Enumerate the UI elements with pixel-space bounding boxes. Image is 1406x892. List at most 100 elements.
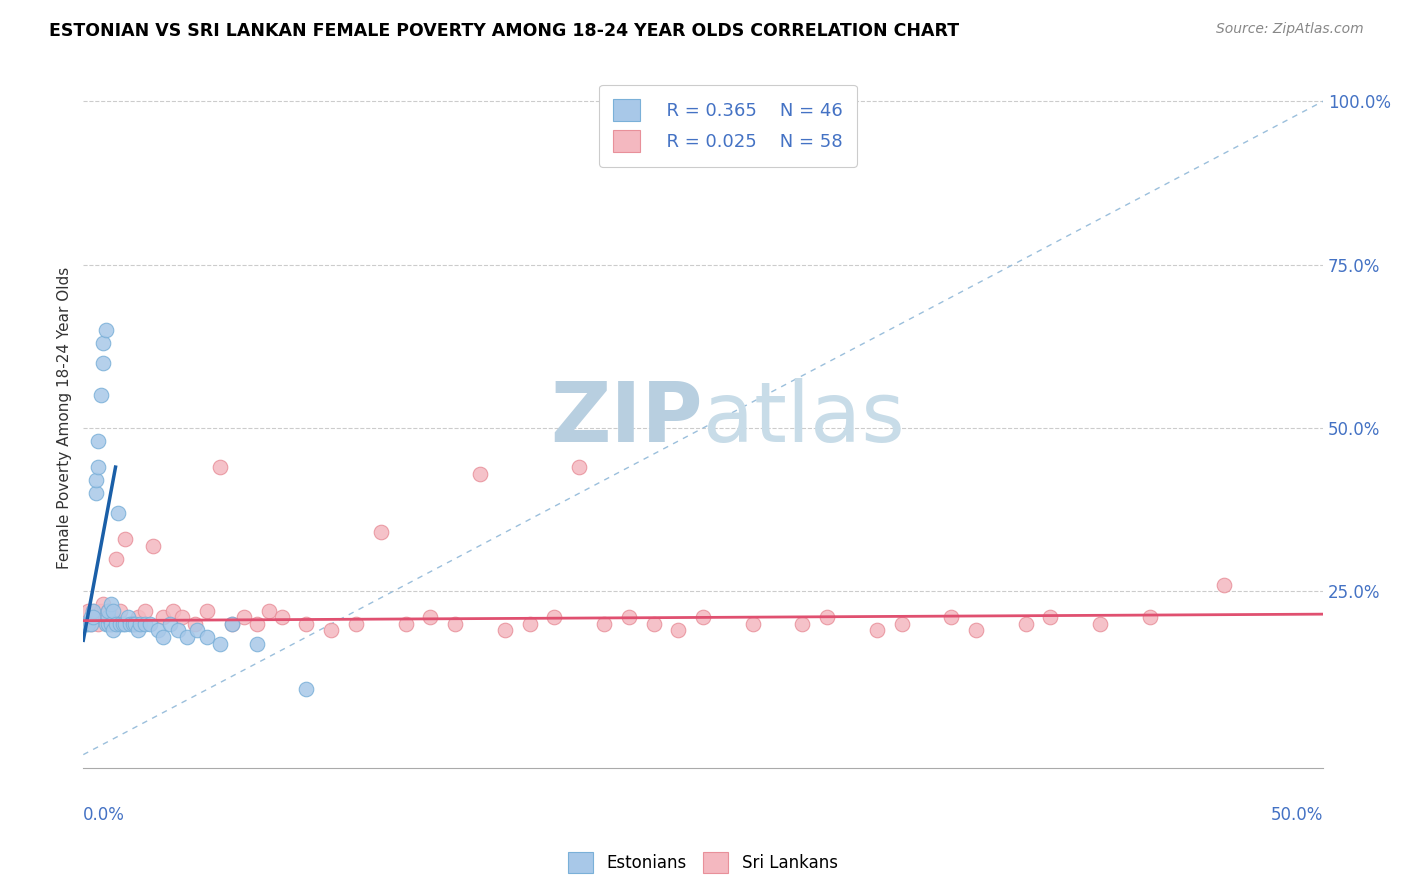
Point <box>77 616 100 631</box>
Point <box>87 434 110 448</box>
Text: ESTONIAN VS SRI LANKAN FEMALE POVERTY AMONG 18-24 YEAR OLDS CORRELATION CHART: ESTONIAN VS SRI LANKAN FEMALE POVERTY AM… <box>49 22 959 40</box>
Point <box>82 610 104 624</box>
Point <box>120 616 142 631</box>
Point <box>94 610 117 624</box>
Point <box>142 539 165 553</box>
Point <box>270 610 292 624</box>
Point <box>82 604 104 618</box>
Point <box>941 610 963 624</box>
Point <box>246 616 269 631</box>
Point <box>468 467 491 481</box>
Point <box>117 610 139 624</box>
Point <box>82 604 104 618</box>
Point <box>80 610 103 624</box>
Point <box>84 486 107 500</box>
Point <box>84 473 107 487</box>
Point <box>107 506 129 520</box>
Point <box>129 616 152 631</box>
Point <box>208 460 231 475</box>
Point <box>208 636 231 650</box>
Point <box>195 604 218 618</box>
Point <box>90 604 112 618</box>
Point <box>110 616 132 631</box>
Point <box>593 616 616 631</box>
Point <box>184 616 207 631</box>
Point <box>741 616 763 631</box>
Point <box>395 616 418 631</box>
Legend:   R = 0.365    N = 46,   R = 0.025    N = 58: R = 0.365 N = 46, R = 0.025 N = 58 <box>599 85 858 167</box>
Text: Source: ZipAtlas.com: Source: ZipAtlas.com <box>1216 22 1364 37</box>
Point <box>246 636 269 650</box>
Point <box>104 551 127 566</box>
Point <box>1213 578 1236 592</box>
Point <box>91 335 114 350</box>
Point <box>792 616 814 631</box>
Point <box>134 616 156 631</box>
Point <box>568 460 591 475</box>
Point <box>101 610 124 624</box>
Point <box>1088 616 1111 631</box>
Point <box>295 616 318 631</box>
Point <box>1139 610 1161 624</box>
Point <box>152 610 174 624</box>
Point <box>104 616 127 631</box>
Point <box>110 604 132 618</box>
Point <box>75 616 97 631</box>
Point <box>543 610 565 624</box>
Point <box>162 604 184 618</box>
Text: 0.0%: 0.0% <box>83 806 125 824</box>
Point <box>97 604 120 618</box>
Point <box>1014 616 1036 631</box>
Point <box>815 610 838 624</box>
Point <box>77 604 100 618</box>
Point <box>617 610 640 624</box>
Point <box>444 616 467 631</box>
Point <box>134 604 156 618</box>
Point <box>692 610 714 624</box>
Text: ZIP: ZIP <box>551 377 703 458</box>
Legend: Estonians, Sri Lankans: Estonians, Sri Lankans <box>561 846 845 880</box>
Point <box>84 610 107 624</box>
Point <box>295 682 318 697</box>
Point <box>152 630 174 644</box>
Point <box>101 604 124 618</box>
Point <box>91 355 114 369</box>
Point <box>965 624 987 638</box>
Point <box>166 624 188 638</box>
Point <box>419 610 441 624</box>
Point <box>100 616 122 631</box>
Point <box>643 616 665 631</box>
Point <box>100 598 122 612</box>
Text: atlas: atlas <box>703 377 905 458</box>
Point <box>195 630 218 644</box>
Text: 50.0%: 50.0% <box>1271 806 1323 824</box>
Point <box>146 624 169 638</box>
Point <box>124 616 146 631</box>
Point <box>114 532 136 546</box>
Point <box>111 616 134 631</box>
Point <box>344 616 367 631</box>
Point <box>122 616 145 631</box>
Point <box>890 616 912 631</box>
Point <box>139 616 162 631</box>
Point <box>114 616 136 631</box>
Point <box>97 604 120 618</box>
Point <box>866 624 889 638</box>
Point <box>94 616 117 631</box>
Point <box>668 624 690 638</box>
Point <box>370 525 392 540</box>
Point <box>80 616 103 631</box>
Point <box>233 610 256 624</box>
Point <box>221 616 243 631</box>
Point <box>127 624 149 638</box>
Point <box>101 624 124 638</box>
Point <box>87 460 110 475</box>
Point <box>90 388 112 402</box>
Point <box>159 616 181 631</box>
Point <box>494 624 516 638</box>
Point <box>519 616 541 631</box>
Point <box>221 616 243 631</box>
Point <box>97 610 120 624</box>
Point <box>1039 610 1062 624</box>
Point <box>176 630 198 644</box>
